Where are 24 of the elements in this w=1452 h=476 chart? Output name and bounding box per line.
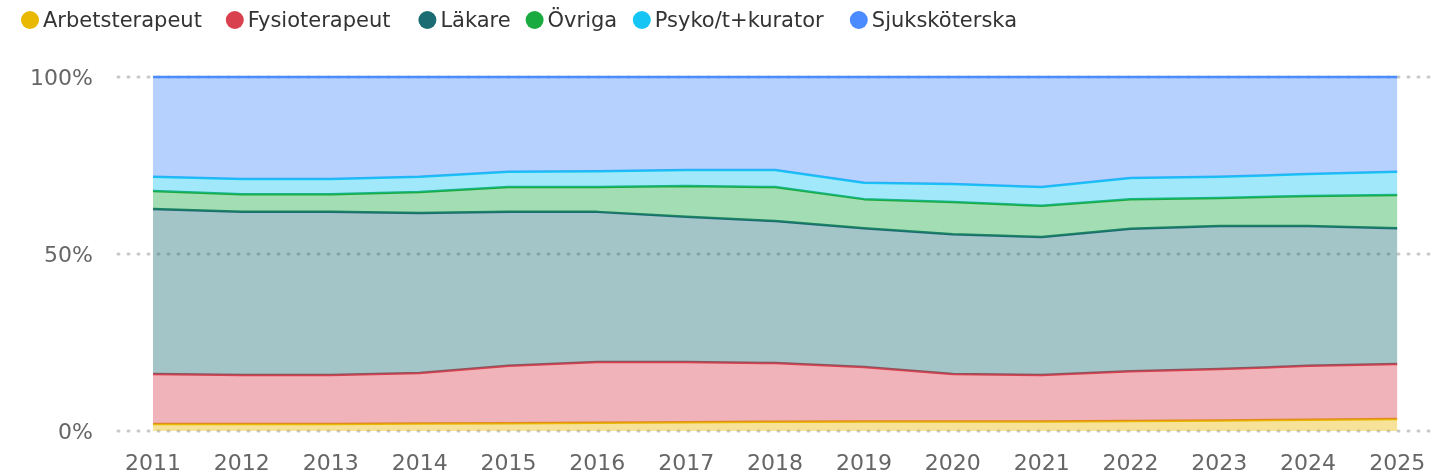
y-tick-label: 100% <box>30 65 93 90</box>
y-tick-label: 0% <box>58 419 93 444</box>
x-tick-label: 2012 <box>213 450 270 475</box>
legend-label: Sjuksköterska <box>871 8 1018 32</box>
x-tick-label: 2022 <box>1102 450 1159 475</box>
legend-label: Övriga <box>547 7 618 32</box>
legend-label: Psyko/t+kurator <box>654 8 825 32</box>
legend-label: Fysioterapeut <box>247 8 391 32</box>
x-tick-label: 2024 <box>1280 450 1337 475</box>
legend-label: Arbetsterapeut <box>43 8 202 32</box>
x-tick-label: 2015 <box>480 450 537 475</box>
x-tick-label: 2025 <box>1369 450 1426 475</box>
x-tick-label: 2018 <box>747 450 804 475</box>
x-tick-label: 2019 <box>835 450 892 475</box>
x-tick-label: 2023 <box>1191 450 1248 475</box>
x-tick-label: 2021 <box>1013 450 1070 475</box>
legend-label: Läkare <box>440 8 511 32</box>
x-tick-label: 2020 <box>924 450 981 475</box>
x-tick-label: 2011 <box>125 450 182 475</box>
x-tick-label: 2013 <box>302 450 359 475</box>
x-tick-label: 2017 <box>658 450 715 475</box>
x-tick-label: 2016 <box>569 450 626 475</box>
y-tick-label: 50% <box>44 242 93 267</box>
x-tick-label: 2014 <box>391 450 448 475</box>
